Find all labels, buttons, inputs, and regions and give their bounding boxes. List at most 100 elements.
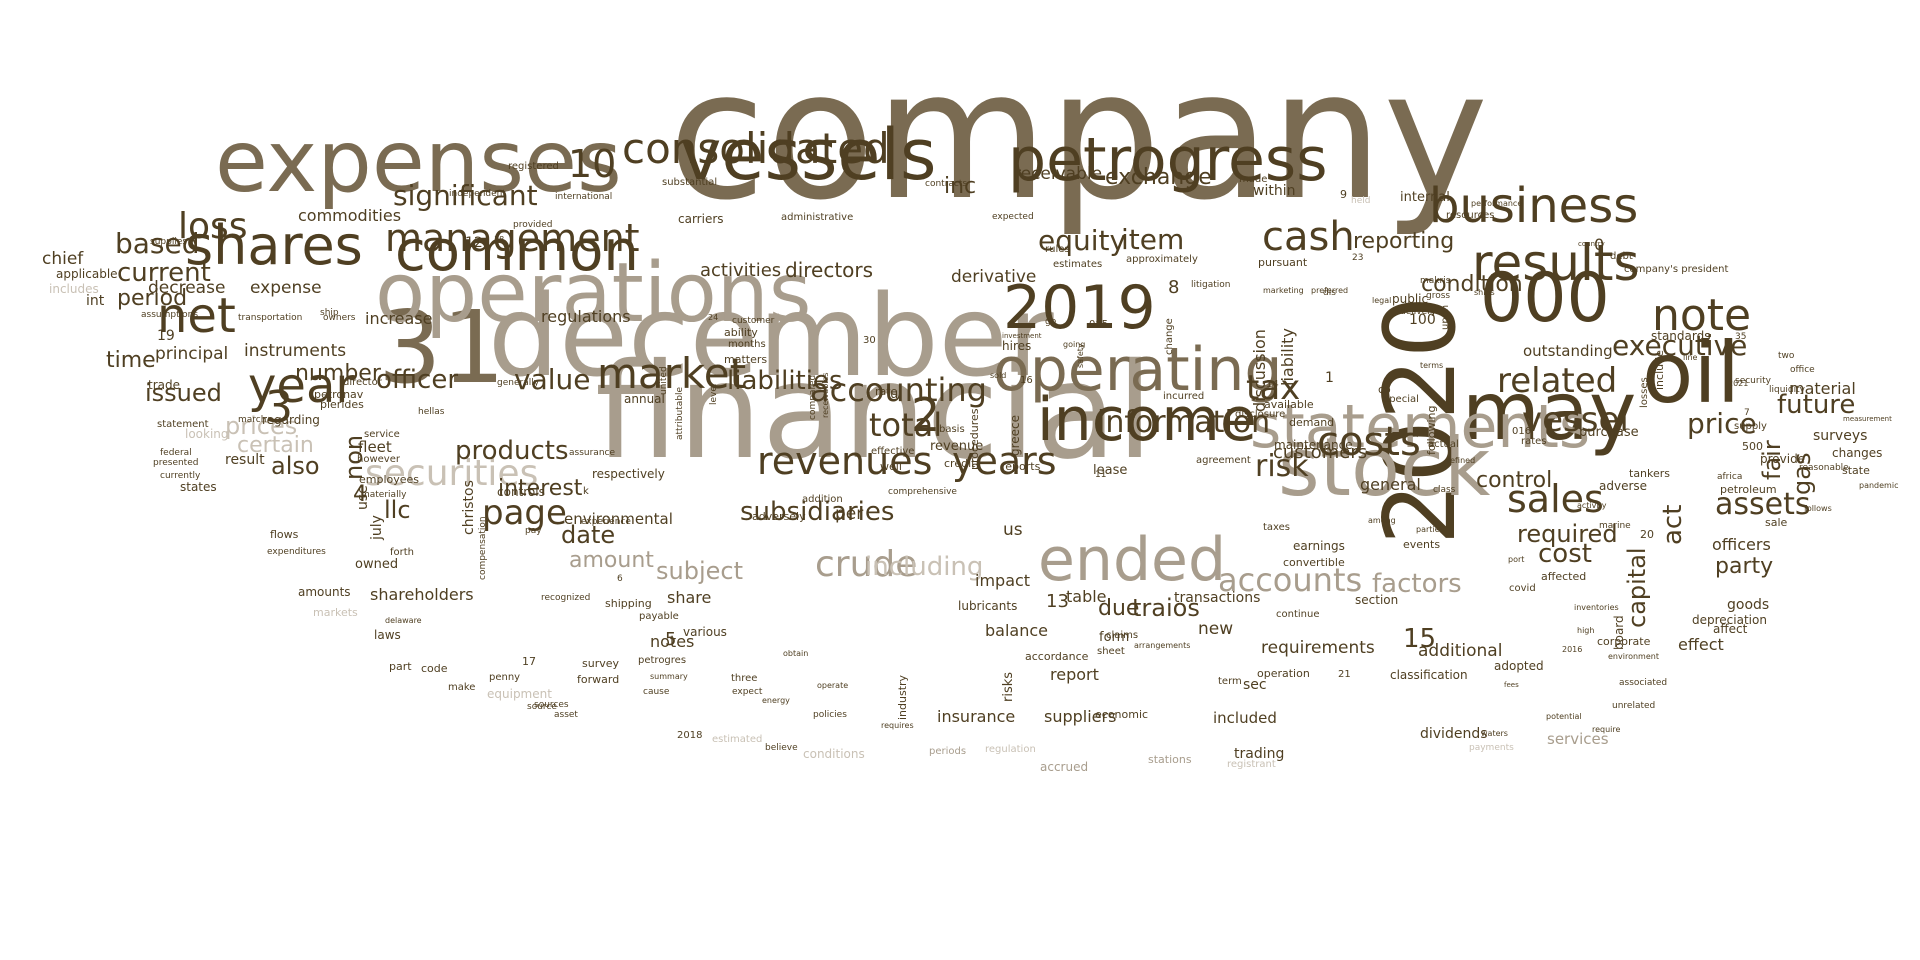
word-rules: rules (1045, 244, 1070, 255)
word-officer: officer (376, 365, 459, 395)
word-assets: assets (1715, 487, 1811, 522)
word-security: security (1735, 376, 1771, 386)
word-products: products (455, 436, 569, 466)
word-events: events (1403, 538, 1441, 551)
word-christos: christos (461, 480, 477, 535)
word-include: include (1653, 350, 1666, 390)
word-estimated: estimated (712, 734, 763, 745)
word-sold: sold (990, 371, 1007, 380)
word-legal: legal (1372, 296, 1392, 305)
word-income: income (1037, 385, 1257, 455)
word-report: report (1050, 665, 1099, 684)
word-contracts: contracts (925, 179, 968, 189)
word-ships: ships (1474, 288, 1495, 297)
word-500: 500 (1742, 440, 1763, 453)
word-compensation: compensation (478, 516, 488, 580)
word-certain: certain (237, 433, 314, 458)
word-operation: operation (1257, 667, 1310, 680)
word-result: result (225, 452, 265, 468)
word-convertible: convertible (1283, 556, 1345, 569)
word-owned: owned (355, 557, 399, 572)
word-held: held (1351, 196, 1371, 206)
word-principal: principal (155, 344, 229, 364)
word-administrative: administrative (781, 212, 854, 223)
word-lease: lease (1093, 463, 1128, 478)
word-subject: subject (656, 557, 743, 585)
word-currently: currently (160, 471, 201, 481)
word-forth: forth (390, 547, 415, 558)
word-14: 14 (1266, 379, 1279, 390)
word-reasonable: reasonable (1799, 463, 1849, 473)
word-credit: credit (944, 457, 976, 470)
word-term: term (1218, 676, 1242, 687)
word-terms: terms (1420, 361, 1444, 370)
word-results: results (1472, 234, 1640, 292)
word-stock: stock (1278, 421, 1491, 514)
word-substantial: substantial (662, 177, 718, 188)
word-investment: investment (1002, 332, 1042, 340)
word-cost: cost (1538, 539, 1592, 569)
word-source: source (527, 702, 557, 712)
word-three: three (731, 673, 758, 684)
word-international: international (555, 192, 613, 202)
word-current: current (117, 258, 211, 288)
word-greece: greece (1008, 414, 1022, 456)
word-balance: balance (985, 621, 1048, 640)
word-depreciation: depreciation (1692, 613, 1767, 627)
word-africa: africa (1717, 472, 1743, 482)
word-within: within (1253, 183, 1296, 199)
word-receivable: receivable (1014, 164, 1103, 184)
word-liquidity: liquidity (1769, 385, 1805, 395)
word-future: future (1777, 390, 1856, 420)
word-expenses: expenses (215, 112, 622, 212)
word-k: k (583, 486, 589, 497)
word-gross: gross (1426, 291, 1451, 301)
word-affect: affect (1713, 622, 1748, 636)
word-high: high (1577, 626, 1595, 635)
word-marketing: marketing (1263, 286, 1304, 295)
word-delaware: delaware (385, 616, 422, 625)
word-2016: 2016 (1562, 645, 1583, 654)
word-however: however (357, 454, 400, 465)
word-additional: additional (1418, 641, 1503, 661)
word-sec: sec (1243, 677, 1267, 693)
word-31: 31 (378, 289, 506, 406)
word-crude: crude (815, 544, 918, 585)
word-30: 30 (863, 335, 876, 346)
word-service: service (364, 429, 400, 440)
word-available: available (1264, 398, 1314, 411)
word-insurance: insurance (937, 707, 1016, 726)
word-value: value (514, 363, 591, 396)
word-loss: loss (178, 206, 248, 247)
word-adverse: adverse (1599, 479, 1648, 493)
word-petrogress: petrogress (1008, 125, 1328, 195)
word-page: page (482, 493, 567, 533)
word-activities: activities (700, 260, 782, 281)
word-2: 2 (911, 388, 941, 442)
word-total: total (869, 406, 943, 444)
word-information: information (1097, 405, 1271, 440)
word-transportation: transportation (238, 313, 303, 323)
word-forward: forward (577, 673, 620, 686)
word-dis: dis (1323, 288, 1336, 298)
word-owners: owners (323, 313, 356, 323)
word-regulations: regulations (541, 307, 631, 326)
word-requirements: requirements (1261, 638, 1375, 658)
word-016: 016 (1512, 426, 1532, 437)
word-level: level (709, 383, 719, 405)
word-looking: looking (185, 427, 229, 441)
word-demand: demand (1289, 416, 1335, 429)
word-adversely: adversely (752, 510, 806, 523)
word-tankers: tankers (1629, 467, 1671, 480)
word-pay: pay (525, 526, 542, 536)
word-shares: shares (185, 214, 363, 277)
word-risks: risks (1001, 671, 1016, 702)
word-environment: environment (1608, 652, 1659, 661)
word-approximately: approximately (1126, 254, 1198, 265)
word-december: december (488, 272, 1054, 402)
word-consolidated: consolidated (622, 124, 890, 173)
word-two: two (1778, 351, 1795, 361)
word-controls: controls (497, 485, 545, 499)
word-number: number (295, 361, 381, 386)
word-activity: activity (1577, 501, 1607, 510)
